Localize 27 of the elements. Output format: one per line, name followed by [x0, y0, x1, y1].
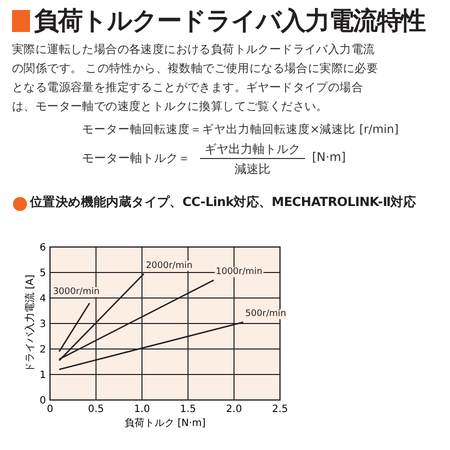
- x-tick-label: 1.5: [180, 404, 196, 415]
- x-tick-label: 2.0: [226, 404, 242, 415]
- text: モーター軸回転速度＝ギヤ出力軸回転速度×減速比 [r/min]: [82, 122, 399, 137]
- chart-title: 負荷トルクードライバ入力電流特性: [34, 5, 425, 37]
- series-label: 3000r/min: [52, 287, 100, 298]
- y-tick-label: 5: [40, 268, 46, 279]
- y-tick-label: 0: [40, 396, 46, 406]
- x-tick-label: 1.0: [134, 404, 150, 415]
- text: 実際に運転した場合の各速度における負荷トルクードライバ入力電流の関係です。 この特性から、複数軸でご使用になる場合に実際に必要となる電源容量を推定することができます。ギヤードタイプの場合は、モーター軸での速度とトルクに換算してご覧ください。: [12, 41, 380, 115]
- chart-subtitle: 位置決め機能内蔵タイプ、CC-Link対応、MECHATROLINK-Ⅱ対応: [30, 194, 416, 211]
- text: 減速比: [234, 161, 272, 178]
- y-tick-label: 1: [40, 370, 46, 381]
- y-tick-label: 2: [40, 344, 46, 356]
- x-tick-label: 0.5: [88, 404, 104, 415]
- x-tick-label: 2.5: [272, 404, 288, 415]
- y-tick-label: 6: [40, 242, 46, 254]
- series-label: 1000r/min: [216, 267, 262, 278]
- y-tick-label: 4: [40, 294, 46, 304]
- series-label: 2000r/min: [146, 260, 192, 271]
- x-tick-label: 0: [46, 404, 54, 415]
- text: ギヤ出力軸トルク: [200, 141, 305, 159]
- series-label: 500r/min: [245, 309, 286, 320]
- x-axis-title: 負荷トルク [N·m]: [124, 417, 206, 429]
- y-axis-title: ドライバ入力電流 [A]: [24, 274, 36, 372]
- text: モーター軸トルク＝: [82, 150, 190, 167]
- y-tick-label: 3: [40, 319, 46, 330]
- text: [N·m]: [312, 150, 346, 164]
